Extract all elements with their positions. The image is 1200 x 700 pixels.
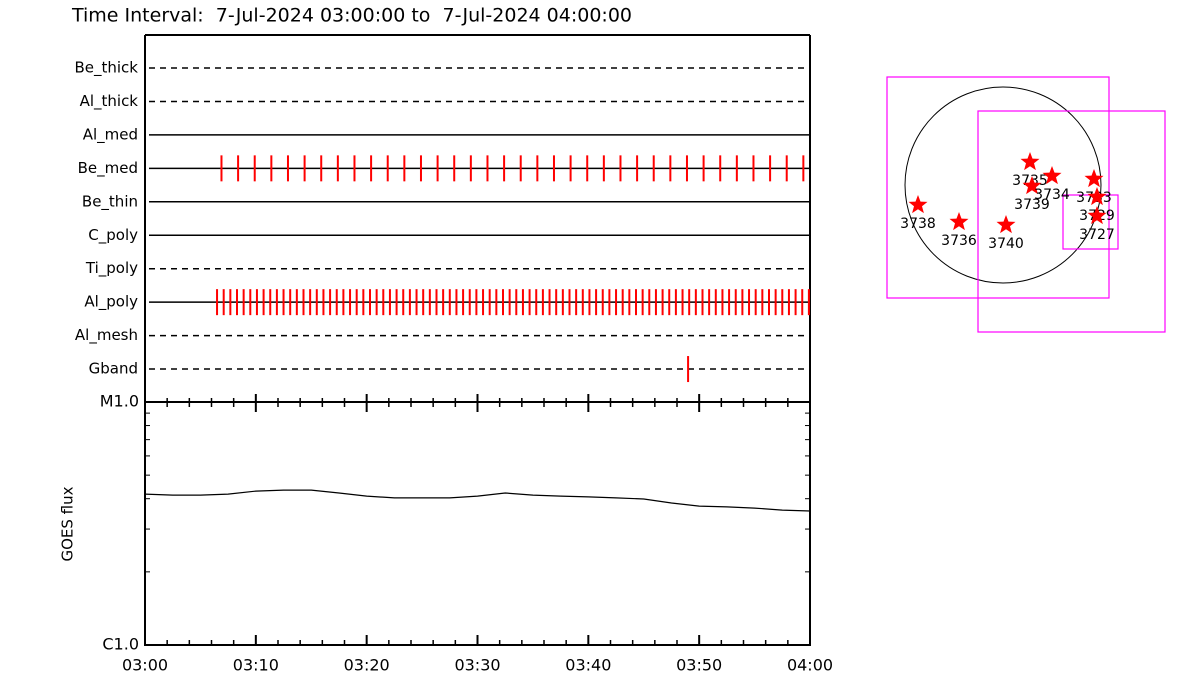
solar-disk — [904, 86, 1102, 284]
x-tick-label: 03:10 — [233, 656, 279, 675]
row-label: Al_poly — [84, 293, 138, 312]
region-label: 3735 — [1012, 173, 1048, 189]
row-label: Be_thick — [74, 59, 138, 78]
row-label: Be_med — [78, 159, 138, 178]
plot-frame — [144, 401, 811, 646]
row-label: Be_thin — [82, 192, 138, 211]
region-star — [1087, 206, 1107, 225]
region-star — [1022, 176, 1042, 195]
row-label: Al_thick — [80, 92, 139, 111]
goes-curve — [144, 489, 811, 512]
region-star — [949, 212, 969, 231]
row-label: Gband — [89, 360, 138, 378]
y-axis-label: GOES flux — [59, 486, 77, 561]
region-star — [1042, 166, 1062, 185]
region-label: 3727 — [1079, 227, 1115, 243]
x-tick-label: 03:50 — [676, 656, 722, 675]
region-label: 3738 — [900, 216, 936, 232]
region-star — [1084, 169, 1104, 188]
region-label: 3736 — [941, 233, 977, 249]
row-label: C_poly — [88, 226, 138, 245]
x-tick-label: 03:20 — [344, 656, 390, 675]
fov-box — [977, 110, 1166, 333]
x-tick-label: 03:00 — [122, 656, 168, 675]
y-tick-label: M1.0 — [100, 392, 139, 411]
region-label: 3740 — [988, 236, 1024, 252]
region-star — [1020, 152, 1040, 171]
y-tick-label: C1.0 — [102, 635, 139, 654]
plot-title: Time Interval: 7-Jul-2024 03:00:00 to 7-… — [71, 5, 632, 27]
row-label: Al_med — [83, 125, 138, 144]
x-tick-label: 03:30 — [454, 656, 500, 675]
row-label: Al_mesh — [75, 326, 138, 345]
region-label: 3739 — [1014, 197, 1050, 213]
x-tick-label: 03:40 — [565, 656, 611, 675]
region-star — [996, 215, 1016, 234]
row-label: Ti_poly — [85, 259, 138, 278]
region-star — [1087, 187, 1107, 206]
region-star — [908, 195, 928, 214]
fov-box — [886, 76, 1110, 299]
region-label: 3734 — [1034, 187, 1070, 203]
x-tick-label: 04:00 — [787, 656, 833, 675]
